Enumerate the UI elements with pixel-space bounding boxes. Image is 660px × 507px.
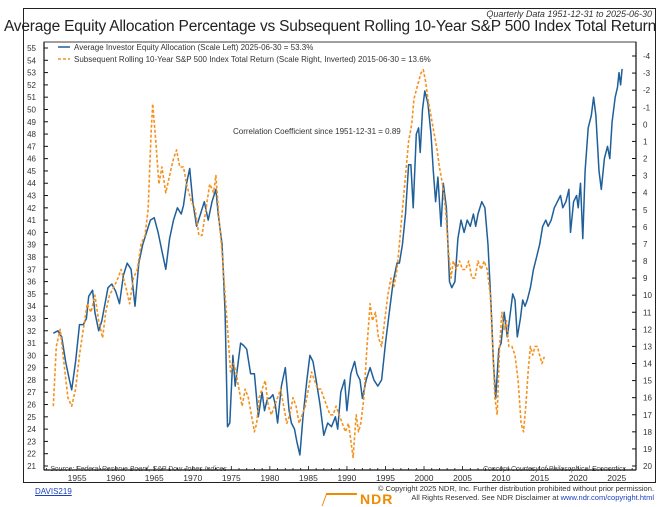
chart-subtitle: Quarterly Data 1951-12-31 to 2025-06-30 bbox=[486, 9, 652, 19]
right-tick-label: 10 bbox=[643, 291, 652, 300]
x-tick-label: 1955 bbox=[68, 473, 87, 483]
left-tick-label: 44 bbox=[27, 179, 36, 188]
left-tick-label: 49 bbox=[27, 118, 36, 127]
right-tick-label: 6 bbox=[643, 223, 648, 232]
left-tick-label: 55 bbox=[27, 44, 36, 53]
right-tick-label: -1 bbox=[643, 103, 651, 112]
copyright-notice: © Copyright 2025 NDR, Inc. Further distr… bbox=[378, 484, 654, 502]
left-tick-label: 25 bbox=[27, 413, 36, 422]
left-tick-label: 40 bbox=[27, 228, 36, 237]
right-tick-label: 15 bbox=[643, 377, 652, 386]
left-tick-label: 51 bbox=[27, 93, 36, 102]
left-tick-label: 37 bbox=[27, 265, 36, 274]
series-line-rolling-return bbox=[52, 68, 546, 459]
left-tick-label: 33 bbox=[27, 314, 36, 323]
x-tick-label: 1980 bbox=[260, 473, 279, 483]
x-tick-label: 2015 bbox=[530, 473, 549, 483]
right-tick-label: -2 bbox=[643, 86, 651, 95]
axes-group: 2122232425262728293031323334353637383940… bbox=[27, 41, 652, 483]
right-tick-label: 12 bbox=[643, 325, 652, 334]
source-note: Source: Federal Reserve Board, S&P Dow J… bbox=[50, 466, 227, 473]
x-tick-label: 1985 bbox=[299, 473, 318, 483]
left-tick-label: 47 bbox=[27, 142, 36, 151]
right-tick-label: 17 bbox=[643, 411, 652, 420]
left-tick-label: 30 bbox=[27, 351, 36, 360]
right-tick-label: 20 bbox=[643, 462, 652, 471]
copyright-line-2: All Rights Reserved. See NDR Disclaimer … bbox=[378, 493, 654, 502]
left-tick-label: 42 bbox=[27, 204, 36, 213]
left-tick-label: 52 bbox=[27, 81, 36, 90]
chart-title: Average Equity Allocation Percentage vs … bbox=[3, 18, 657, 35]
copyright-link[interactable]: www.ndr.com/copyright.html bbox=[560, 493, 654, 502]
right-tick-label: 7 bbox=[643, 240, 648, 249]
left-tick-label: 46 bbox=[27, 155, 36, 164]
left-tick-label: 54 bbox=[27, 56, 36, 65]
right-tick-label: 9 bbox=[643, 274, 648, 283]
left-tick-label: 34 bbox=[27, 302, 36, 311]
right-tick-label: 13 bbox=[643, 342, 652, 351]
right-tick-label: 2 bbox=[643, 155, 648, 164]
right-tick-label: 3 bbox=[643, 172, 648, 181]
series-layer bbox=[52, 68, 623, 459]
plot-border bbox=[43, 41, 637, 471]
ndr-logo-text: NDR bbox=[360, 491, 394, 507]
left-tick-label: 31 bbox=[27, 339, 36, 348]
left-tick-label: 43 bbox=[27, 192, 36, 201]
left-tick-label: 38 bbox=[27, 253, 36, 262]
ndr-logo: NDR bbox=[321, 491, 394, 507]
right-tick-label: 0 bbox=[643, 120, 648, 129]
ndr-logo-mark-icon bbox=[321, 493, 358, 506]
x-tick-label: 2005 bbox=[453, 473, 472, 483]
left-tick-label: 50 bbox=[27, 105, 36, 114]
left-tick-label: 32 bbox=[27, 327, 36, 336]
x-tick-label: 1990 bbox=[337, 473, 356, 483]
right-tick-label: 8 bbox=[643, 257, 648, 266]
right-tick-label: 5 bbox=[643, 206, 648, 215]
left-tick-label: 45 bbox=[27, 167, 36, 176]
left-tick-label: 27 bbox=[27, 388, 36, 397]
right-tick-label: 16 bbox=[643, 394, 652, 403]
right-tick-label: 18 bbox=[643, 428, 652, 437]
x-tick-label: 1975 bbox=[222, 473, 241, 483]
x-tick-label: 1965 bbox=[145, 473, 164, 483]
left-tick-label: 41 bbox=[27, 216, 36, 225]
legend-label-rolling-return: Subsequent Rolling 10-Year S&P 500 Index… bbox=[74, 55, 431, 64]
left-tick-label: 28 bbox=[27, 376, 36, 385]
left-tick-label: 24 bbox=[27, 425, 36, 434]
left-tick-label: 21 bbox=[27, 462, 36, 471]
right-tick-label: -3 bbox=[643, 69, 651, 78]
legend: Average Investor Equity Allocation (Scal… bbox=[58, 43, 431, 64]
left-tick-label: 35 bbox=[27, 290, 36, 299]
chart-id-link[interactable]: DAVIS219 bbox=[35, 487, 72, 496]
right-tick-label: 11 bbox=[643, 308, 652, 317]
x-tick-label: 1995 bbox=[376, 473, 395, 483]
left-tick-label: 39 bbox=[27, 241, 36, 250]
right-tick-label: -4 bbox=[643, 52, 651, 61]
right-tick-label: 19 bbox=[643, 445, 652, 454]
left-tick-label: 48 bbox=[27, 130, 36, 139]
x-tick-label: 2025 bbox=[607, 473, 626, 483]
left-tick-label: 23 bbox=[27, 437, 36, 446]
concept-note: Concept Courtesy of Philosophical Econom… bbox=[483, 466, 627, 473]
copyright-line-1: © Copyright 2025 NDR, Inc. Further distr… bbox=[377, 484, 654, 493]
left-tick-label: 53 bbox=[27, 69, 36, 78]
right-tick-label: 4 bbox=[643, 189, 648, 198]
right-tick-label: 1 bbox=[643, 137, 648, 146]
x-tick-label: 2020 bbox=[569, 473, 588, 483]
right-tick-label: 14 bbox=[643, 360, 652, 369]
x-tick-label: 2010 bbox=[492, 473, 511, 483]
left-tick-label: 29 bbox=[27, 364, 36, 373]
copyright-line-2-text: All Rights Reserved. See NDR Disclaimer … bbox=[411, 493, 561, 502]
left-tick-label: 26 bbox=[27, 401, 36, 410]
left-tick-label: 22 bbox=[27, 450, 36, 459]
x-tick-label: 2000 bbox=[415, 473, 434, 483]
x-tick-label: 1960 bbox=[106, 473, 125, 483]
legend-label-equity-allocation: Average Investor Equity Allocation (Scal… bbox=[74, 43, 313, 52]
correlation-annotation: Correlation Coefficient since 1951-12-31… bbox=[233, 127, 401, 136]
x-tick-label: 1970 bbox=[183, 473, 202, 483]
left-tick-label: 36 bbox=[27, 278, 36, 287]
